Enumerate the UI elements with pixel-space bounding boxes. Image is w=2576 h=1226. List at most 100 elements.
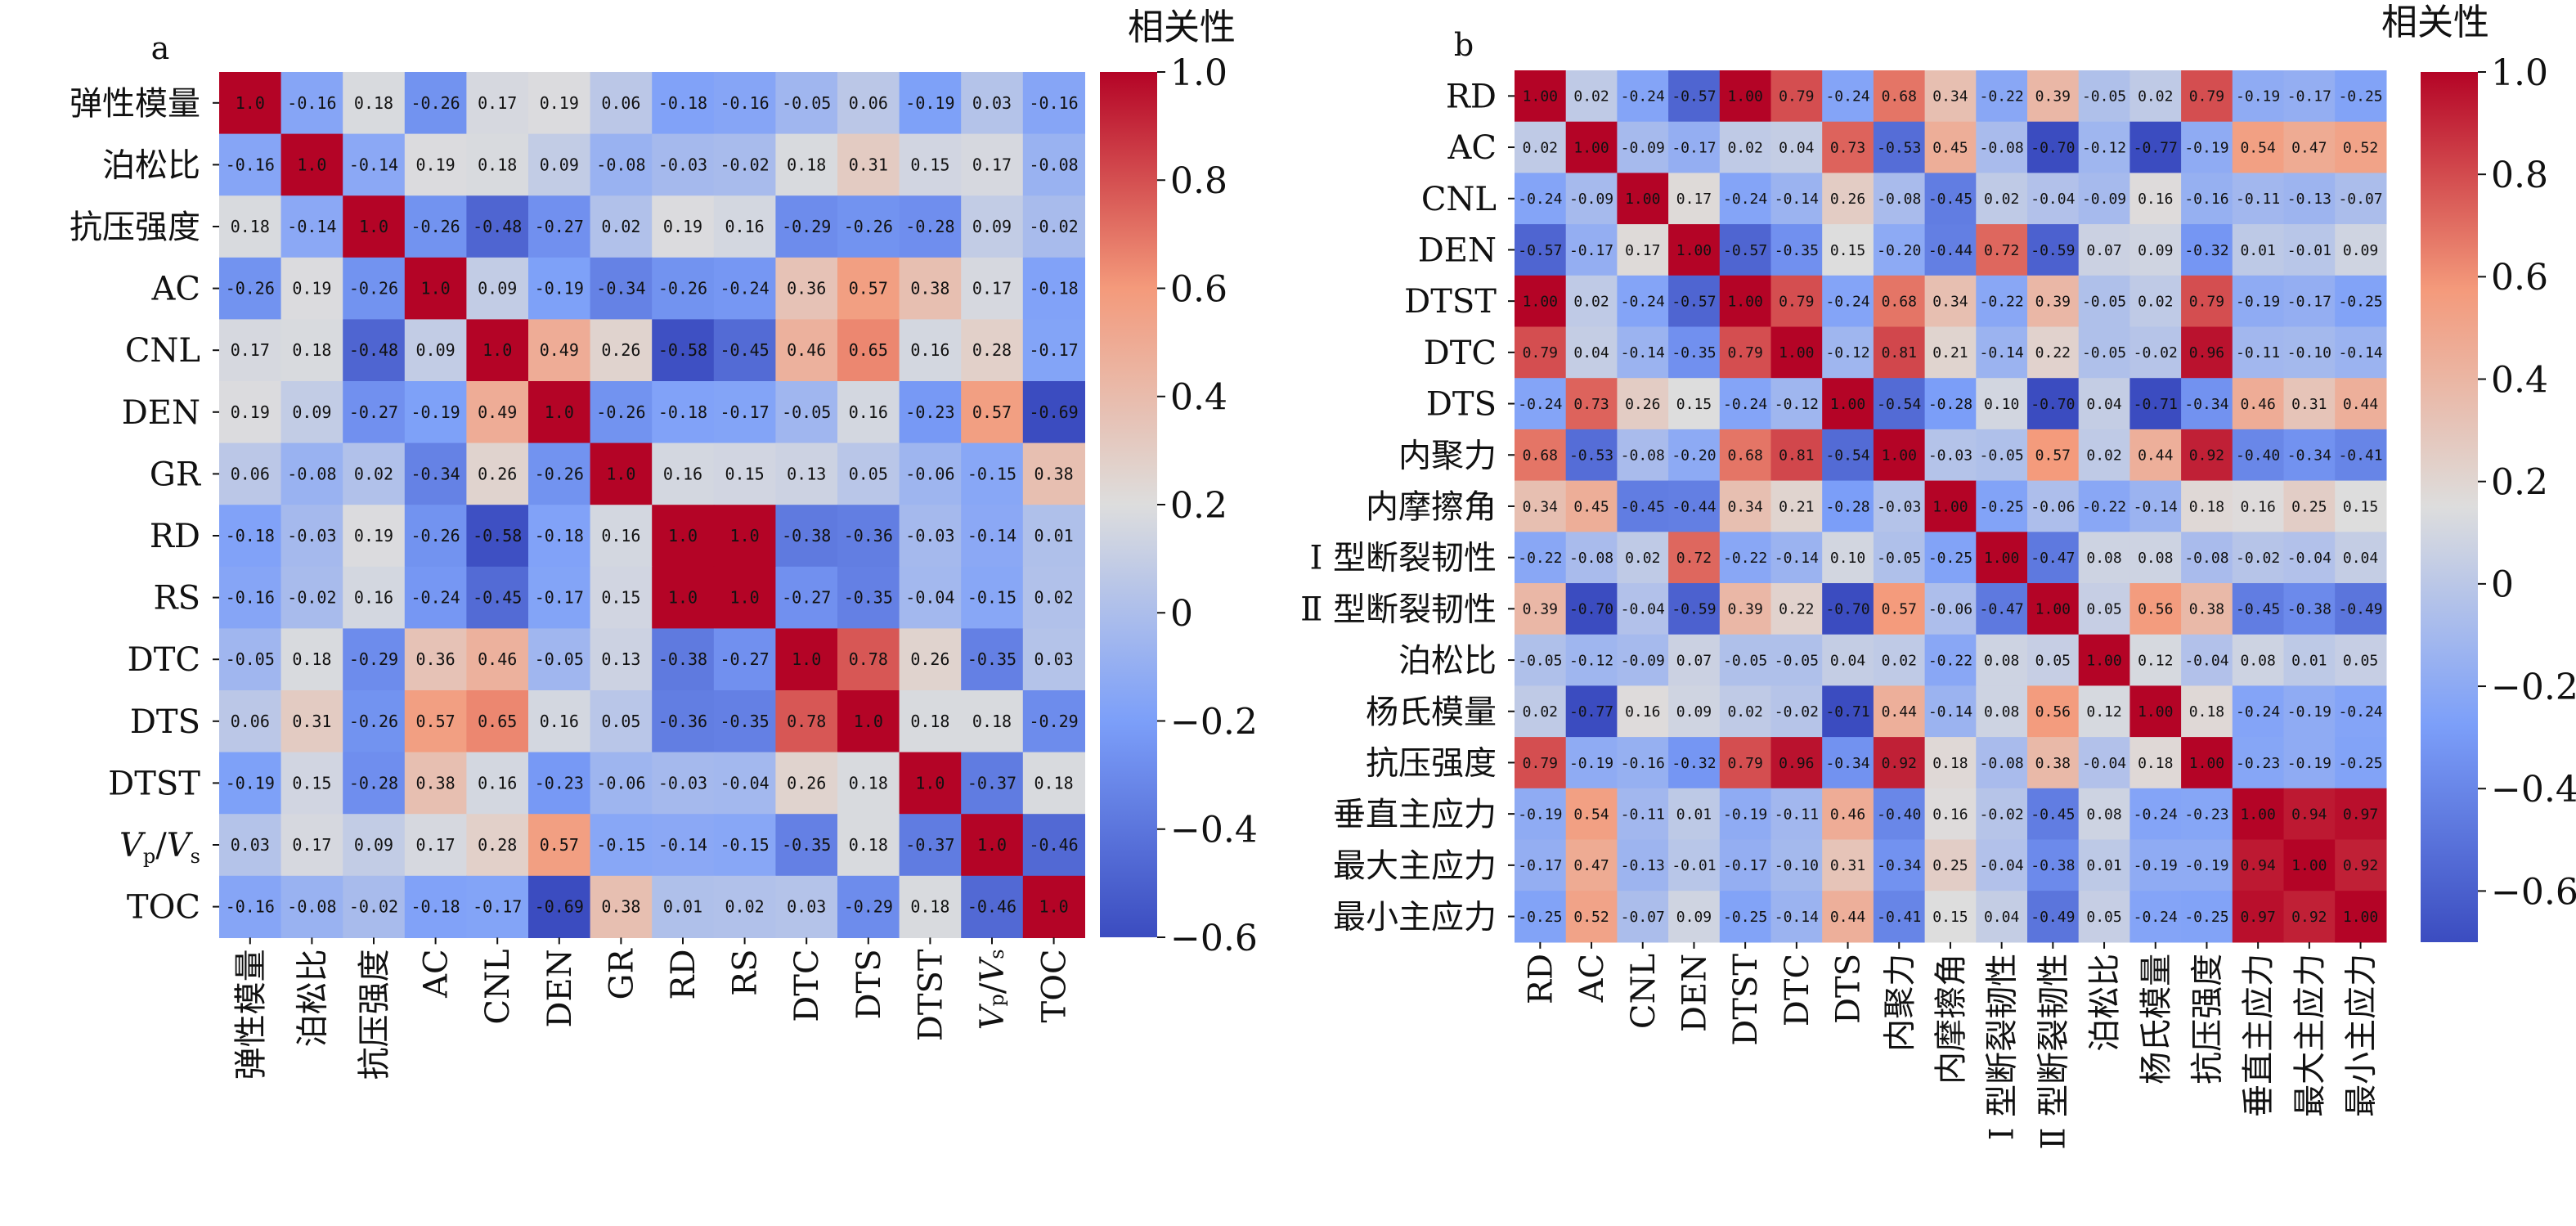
heatmap-cell bbox=[1822, 480, 1874, 532]
heatmap-cell bbox=[219, 628, 282, 691]
cell-value: -0.24 bbox=[720, 279, 769, 299]
cell-value: -0.05 bbox=[1980, 447, 2024, 465]
heatmap-cell bbox=[2129, 788, 2182, 841]
cell-value: 0.18 bbox=[2189, 498, 2224, 515]
cell-value: 0.17 bbox=[231, 340, 270, 360]
cell-value: 1.00 bbox=[1676, 242, 1712, 259]
cell-value: -0.26 bbox=[226, 279, 275, 299]
heatmap-cell bbox=[528, 442, 591, 505]
heatmap-cell bbox=[2283, 275, 2336, 328]
heatmap-cell bbox=[280, 442, 343, 505]
y-tick-label: 最小主应力 bbox=[1333, 899, 1497, 936]
cell-value: -0.01 bbox=[2287, 242, 2331, 259]
cell-value: -0.29 bbox=[782, 217, 831, 236]
cell-value: 0.18 bbox=[787, 155, 826, 174]
cell-value: -0.58 bbox=[658, 340, 707, 360]
cell-value: 0.02 bbox=[2138, 88, 2173, 106]
cell-value: -0.12 bbox=[2082, 139, 2126, 156]
cell-value: -0.26 bbox=[535, 464, 584, 483]
cell-value: 1.00 bbox=[1727, 293, 1762, 310]
heatmap-cell bbox=[343, 566, 406, 629]
cell-value: 1.00 bbox=[1727, 88, 1762, 106]
colorbar-tick-label: 0.4 bbox=[2491, 359, 2548, 401]
cell-value: 0.79 bbox=[1523, 755, 1558, 772]
colorbar-tick-label: 0.4 bbox=[1170, 377, 1227, 419]
cell-value: -0.08 bbox=[1980, 139, 2024, 156]
cell-value: -0.26 bbox=[411, 93, 460, 113]
heatmap-cell bbox=[2283, 224, 2336, 276]
heatmap-cell bbox=[961, 381, 1024, 444]
cell-value: 0.57 bbox=[1882, 601, 1917, 618]
cell-value: -0.28 bbox=[905, 217, 954, 236]
heatmap-cell bbox=[1976, 532, 2028, 584]
cell-value: 0.12 bbox=[2138, 652, 2173, 669]
y-tick-label: AC bbox=[151, 271, 201, 308]
cell-value: 0.16 bbox=[2138, 191, 2173, 208]
cell-value: -0.35 bbox=[720, 712, 769, 731]
cell-value: -0.14 bbox=[2338, 344, 2382, 362]
cell-value: -0.20 bbox=[1672, 447, 1716, 465]
cell-value: 0.94 bbox=[2240, 857, 2275, 874]
cell-value: 0.02 bbox=[725, 897, 765, 917]
heatmap-cell bbox=[1617, 480, 1669, 532]
heatmap-cell bbox=[280, 566, 343, 629]
heatmap-cell bbox=[2129, 121, 2182, 173]
cell-value: 0.31 bbox=[292, 712, 331, 731]
heatmap-cell bbox=[1822, 326, 1874, 379]
heatmap-cell bbox=[1873, 891, 1926, 943]
heatmap-cell bbox=[1873, 480, 1926, 532]
colorbar-gradient bbox=[1100, 72, 1157, 937]
heatmap-cell bbox=[2181, 378, 2233, 430]
heatmap-cell bbox=[652, 195, 715, 258]
heatmap-cell bbox=[1770, 429, 1823, 482]
heatmap-cell bbox=[590, 505, 653, 568]
heatmap-cell bbox=[2232, 685, 2285, 738]
cell-value: -0.22 bbox=[1723, 550, 1767, 567]
heatmap-cell bbox=[2181, 121, 2233, 173]
heatmap-cell bbox=[652, 690, 715, 753]
cell-value: 0.26 bbox=[1625, 396, 1660, 413]
colorbar-tick-label: 0.2 bbox=[2491, 462, 2548, 504]
colorbar-title: 相关性 bbox=[1128, 7, 1236, 48]
cell-value: 1.0 bbox=[297, 155, 326, 174]
colorbar-title: 相关性 bbox=[2381, 2, 2489, 43]
heatmap-cell bbox=[1924, 634, 1977, 686]
cell-value: 1.0 bbox=[854, 712, 883, 731]
heatmap-cell bbox=[899, 814, 962, 877]
heatmap-cell bbox=[837, 133, 900, 196]
heatmap-cell bbox=[775, 442, 838, 505]
cell-value: -0.17 bbox=[1672, 139, 1716, 156]
cell-value: 0.92 bbox=[1882, 755, 1917, 772]
heatmap-cell bbox=[466, 442, 529, 505]
heatmap-cell bbox=[1770, 583, 1823, 635]
cell-value: -0.24 bbox=[2134, 909, 2178, 926]
heatmap-cell bbox=[404, 690, 467, 753]
cell-value: -0.04 bbox=[1621, 601, 1665, 618]
cell-value: -0.58 bbox=[473, 526, 522, 546]
heatmap-cell bbox=[961, 814, 1024, 877]
heatmap-cell bbox=[404, 442, 467, 505]
heatmap-cell bbox=[1565, 788, 1618, 841]
heatmap-cell bbox=[1565, 532, 1618, 584]
cell-value: 1.00 bbox=[2189, 755, 2224, 772]
heatmap-cell bbox=[2283, 891, 2336, 943]
heatmap-cell bbox=[404, 195, 467, 258]
heatmap-cell bbox=[1719, 224, 1772, 276]
cell-value: 0.19 bbox=[231, 402, 270, 422]
y-tick-label: RD bbox=[1446, 78, 1497, 115]
cell-value: -0.45 bbox=[473, 588, 522, 608]
heatmap-cell bbox=[404, 566, 467, 629]
cell-value: 0.16 bbox=[910, 340, 949, 360]
cell-value: -0.09 bbox=[1621, 139, 1665, 156]
cell-value: 0.18 bbox=[910, 897, 949, 917]
heatmap-cell bbox=[1976, 788, 2028, 841]
cell-value: 0.07 bbox=[1676, 652, 1712, 669]
cell-value: -0.05 bbox=[1518, 652, 1562, 669]
cell-value: 0.22 bbox=[2035, 344, 2071, 362]
cell-value: -0.19 bbox=[1569, 755, 1613, 772]
cell-value: 0.04 bbox=[1830, 652, 1865, 669]
heatmap-cell bbox=[713, 566, 776, 629]
cell-value: 0.02 bbox=[601, 217, 640, 236]
heatmap-cell bbox=[2129, 326, 2182, 379]
